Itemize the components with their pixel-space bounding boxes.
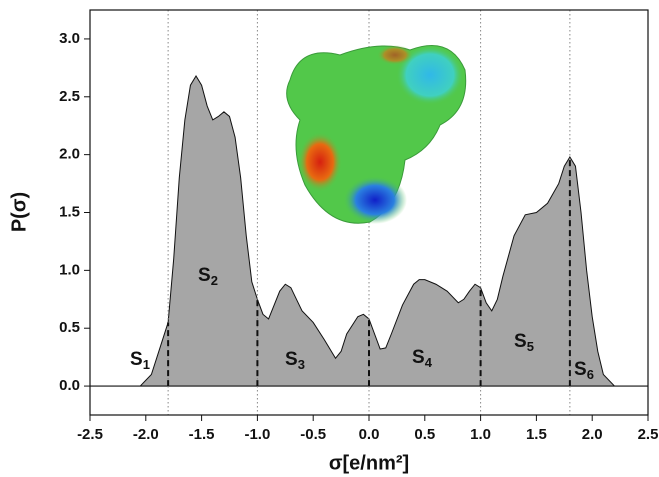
segment-letter: S: [412, 347, 425, 368]
x-tick-label: 2.5: [638, 426, 659, 443]
x-tick-label: -1.0: [244, 426, 270, 443]
segment-label: S6: [574, 359, 594, 382]
x-tick-label: -2.0: [133, 426, 159, 443]
segment-label: S4: [412, 347, 433, 370]
area: [140, 75, 615, 387]
molecule-image: [286, 45, 467, 224]
segment-subscript: 4: [425, 355, 433, 370]
segment-subscript: 6: [587, 367, 594, 382]
y-tick-label: 1.0: [59, 261, 80, 278]
segment-letter: S: [514, 331, 527, 352]
y-tick-label: 1.5: [59, 203, 80, 220]
segment-subscript: 3: [298, 357, 305, 372]
segment-subscript: 5: [527, 339, 534, 354]
y-tick-label: 2.5: [59, 88, 80, 105]
segment-letter: S: [285, 349, 298, 370]
x-tick-label: 2.0: [582, 426, 603, 443]
y-axis-label: P(σ): [8, 192, 30, 232]
segment-letter: S: [574, 359, 587, 380]
y-tick-label: 2.0: [59, 146, 80, 163]
x-tick-label: 0.0: [359, 426, 380, 443]
x-tick-label: 0.5: [414, 426, 435, 443]
segment-subscript: 2: [211, 273, 218, 288]
segment-label: S3: [285, 349, 305, 372]
x-tick-label: -0.5: [300, 426, 326, 443]
x-axis-label: σ[e/nm²]: [329, 452, 409, 474]
y-tick-label: 0.0: [59, 377, 80, 394]
segment-letter: S: [130, 349, 143, 370]
y-tick-label: 0.5: [59, 319, 80, 336]
y-tick-label: 3.0: [59, 30, 80, 47]
x-tick-label: 1.5: [526, 426, 547, 443]
segment-label: S2: [198, 265, 218, 288]
x-tick-label: 1.0: [470, 426, 491, 443]
segment-label: S1: [130, 349, 150, 372]
segment-letter: S: [198, 265, 211, 286]
area-outline: [139, 74, 615, 387]
segment-subscript: 1: [143, 357, 150, 372]
segment-label: S5: [514, 331, 534, 354]
x-tick-label: -1.5: [189, 426, 215, 443]
x-tick-label: -2.5: [77, 426, 103, 443]
